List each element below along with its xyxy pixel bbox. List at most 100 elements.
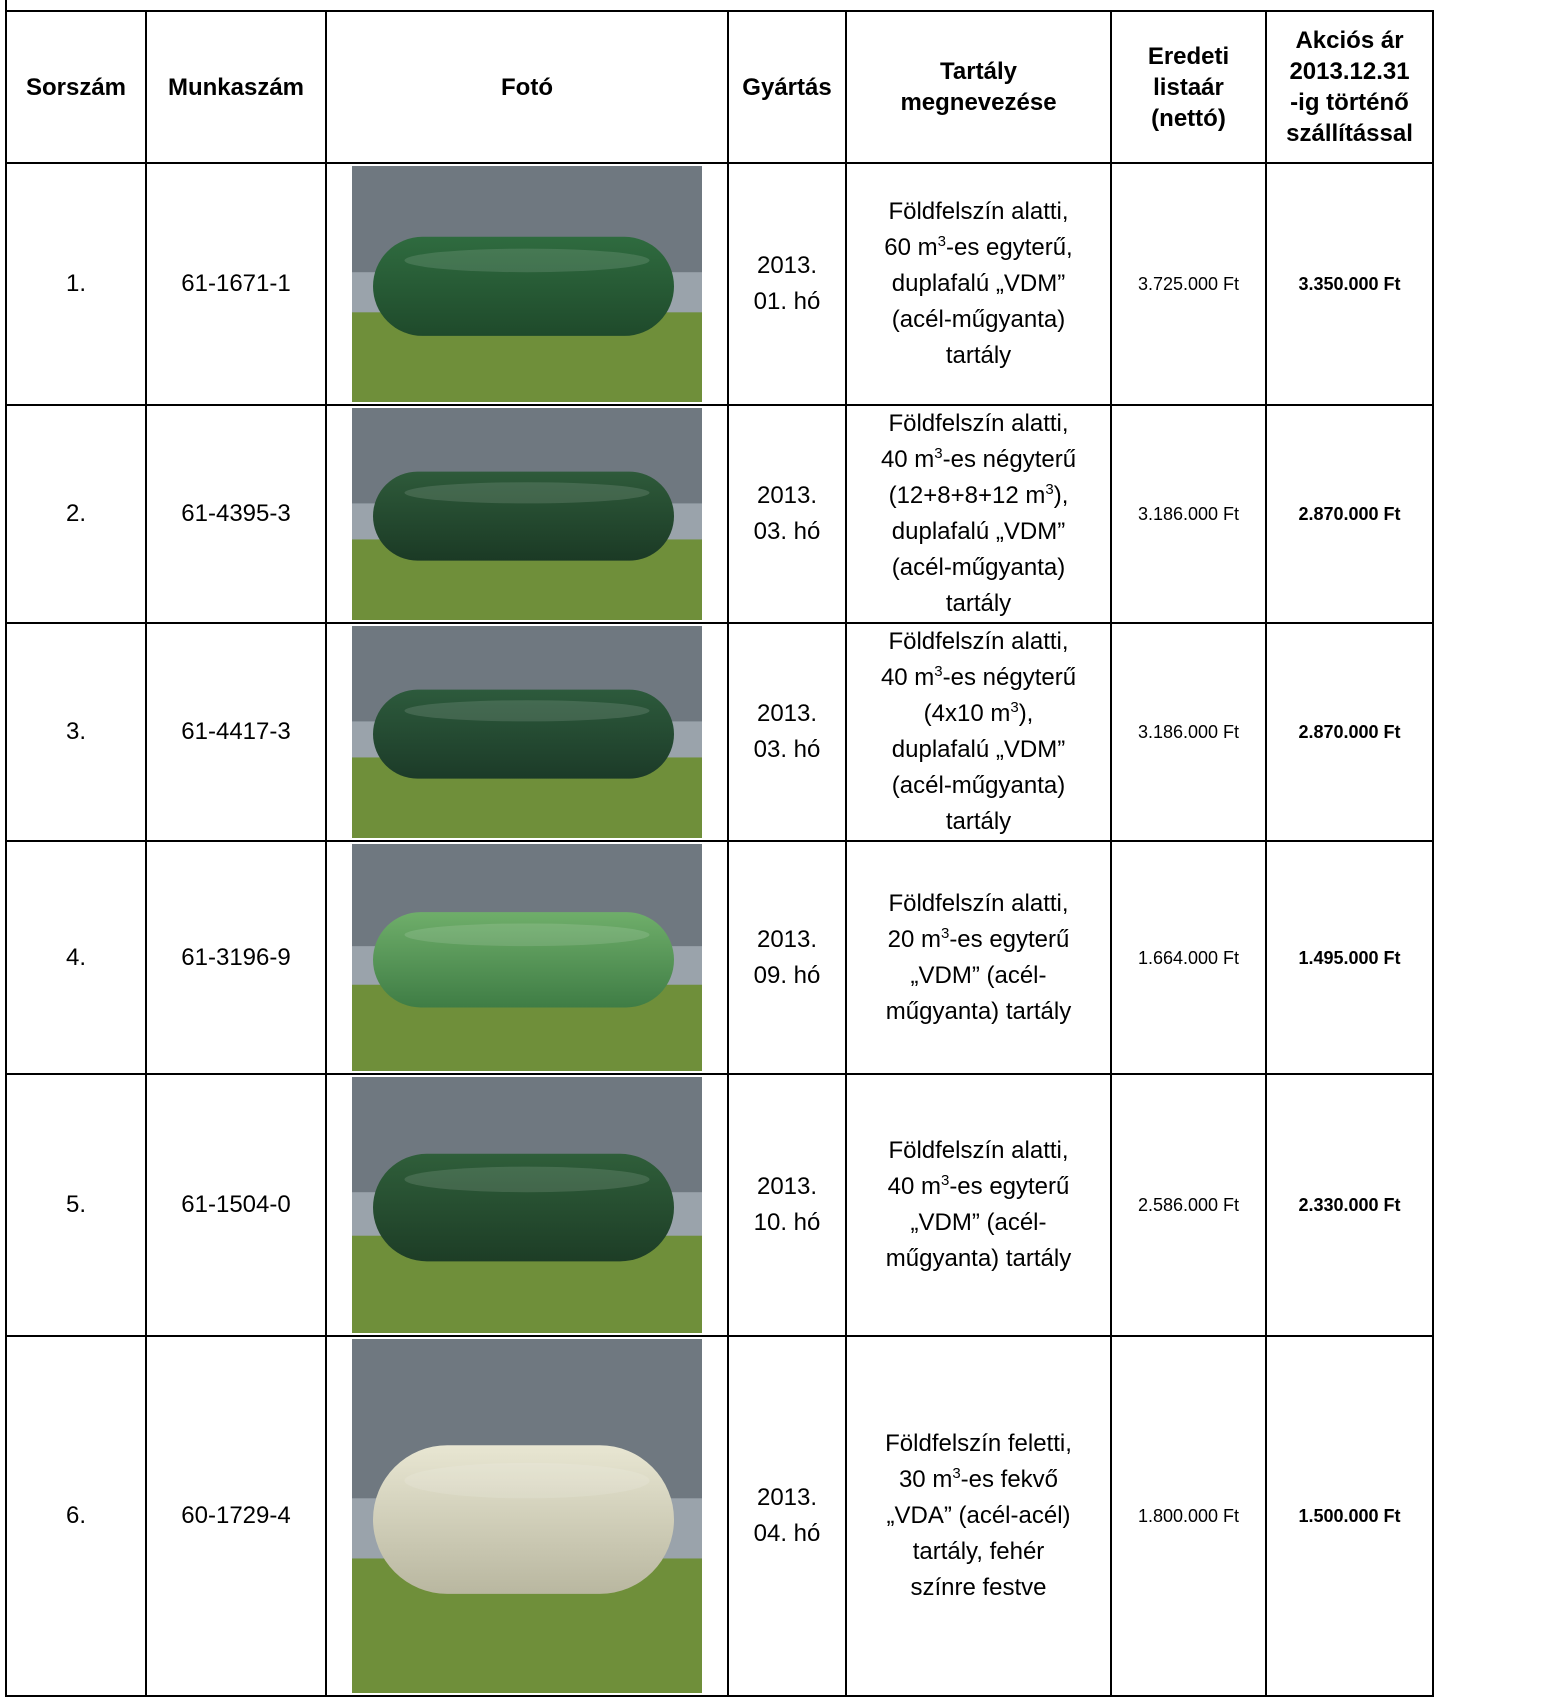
action-price: 1.495.000 Ft xyxy=(1265,840,1434,1075)
text-segment: Földfelszín alatti, xyxy=(888,410,1069,437)
text-line: (acél-műgyanta) xyxy=(847,768,1110,804)
tank-photo xyxy=(352,1077,702,1333)
job-number: 61-1671-1 xyxy=(145,162,327,406)
text-segment: duplafalú „VDM” xyxy=(891,736,1066,763)
text-line: 2013.12.31 xyxy=(1289,58,1410,85)
tank-description: Földfelszín feletti, 30 m3-es fekvő „VDA” … xyxy=(845,1335,1112,1697)
photo-cell xyxy=(325,162,729,406)
tank-photo xyxy=(352,166,702,402)
text-segment: tartály xyxy=(945,342,1012,369)
superscript: 3 xyxy=(937,233,946,250)
text-line: 60 m3-es egyterű, xyxy=(847,230,1110,266)
production-date: 2013. 10. hó xyxy=(727,1073,847,1337)
row-number: 3. xyxy=(5,622,147,842)
header-cell: Munkaszám xyxy=(145,10,327,164)
production-date: 2013. 03. hó xyxy=(727,404,847,624)
row-number: 5. xyxy=(5,1073,147,1337)
photo-cell xyxy=(325,840,729,1075)
text-line: Földfelszín alatti, xyxy=(847,886,1110,922)
text-line: duplafalú „VDM” xyxy=(847,266,1110,302)
text-line: 20 m3-es egyterű xyxy=(847,922,1110,958)
action-price: 2.330.000 Ft xyxy=(1265,1073,1434,1337)
text-line: műgyanta) tartály xyxy=(847,994,1110,1030)
text-segment: 20 m xyxy=(887,925,941,953)
text-line: műgyanta) tartály xyxy=(847,1241,1110,1277)
photo-cell xyxy=(325,1335,729,1697)
tank-description: Földfelszín alatti, 20 m3-es egyterű „VDM”… xyxy=(845,840,1112,1075)
text-line: színre festve xyxy=(847,1570,1110,1606)
text-segment: Földfelszín alatti, xyxy=(888,198,1069,225)
job-number: 61-4395-3 xyxy=(145,404,327,624)
action-price: 2.870.000 Ft xyxy=(1265,404,1434,624)
text-line: 2013. xyxy=(756,925,818,953)
text-segment: 40 m xyxy=(880,664,935,691)
text-line: Földfelszín alatti, xyxy=(847,194,1110,230)
text-line: listaár xyxy=(1153,73,1224,101)
row-number: 2. xyxy=(5,404,147,624)
border-stub xyxy=(5,0,7,10)
tank-description: Földfelszín alatti, 40 m3-es négyterű (12+… xyxy=(845,404,1112,624)
text-line: Eredeti xyxy=(1147,42,1230,70)
list-price: 3.186.000 Ft xyxy=(1110,404,1267,624)
job-number: 60-1729-4 xyxy=(145,1335,327,1697)
text-line: 40 m3-es négyterű xyxy=(847,660,1110,696)
text-segment: tartály xyxy=(945,590,1012,617)
text-line: Sorszám xyxy=(25,73,127,101)
text-segment: műgyanta) tartály xyxy=(885,997,1072,1025)
text-line: Földfelszín alatti, xyxy=(847,1133,1110,1169)
text-line: (4x10 m3), xyxy=(847,696,1110,732)
text-line: (nettó) xyxy=(1151,104,1226,132)
text-segment: műgyanta) tartály xyxy=(885,1245,1072,1272)
text-segment: (12+8+8+12 m xyxy=(888,482,1046,509)
text-segment: -es egyterű, xyxy=(945,234,1073,261)
text-line: Földfelszín alatti, xyxy=(847,406,1110,442)
text-line: Földfelszín alatti, xyxy=(847,624,1110,660)
superscript: 3 xyxy=(1010,699,1019,716)
job-number: 61-1504-0 xyxy=(145,1073,327,1337)
text-segment: „VDM” (acél- xyxy=(910,961,1047,989)
text-line: Földfelszín feletti, xyxy=(847,1426,1110,1462)
text-segment: duplafalú „VDM” xyxy=(891,270,1066,297)
tank-description: Földfelszín alatti, 60 m3-es egyterű, dupl… xyxy=(845,162,1112,406)
text-segment: Földfelszín alatti, xyxy=(888,1137,1069,1164)
row-number: 1. xyxy=(5,162,147,406)
header-cell: Eredeti listaár (nettó) xyxy=(1110,10,1267,164)
row-number: 4. xyxy=(5,840,147,1075)
list-price: 3.725.000 Ft xyxy=(1110,162,1267,406)
text-line: 40 m3-es négyterű xyxy=(847,442,1110,478)
text-line: 10. hó xyxy=(753,1209,821,1236)
header-cell: Gyártás xyxy=(727,10,847,164)
text-line: tartály, fehér xyxy=(847,1534,1110,1570)
header-row: Sorszám Munkaszám Fotó Gyártás Tartály megnev… xyxy=(5,10,1434,164)
text-line: 2013. xyxy=(756,1484,818,1511)
tank-photo xyxy=(352,1339,702,1693)
text-line: (12+8+8+12 m3), xyxy=(847,478,1110,514)
production-date: 2013. 03. hó xyxy=(727,622,847,842)
text-line: 2013. xyxy=(756,252,818,279)
tank-description: Földfelszín alatti, 40 m3-es egyterű „VDM”… xyxy=(845,1073,1112,1337)
text-segment: Földfelszín feletti, xyxy=(885,1430,1072,1457)
list-price: 1.664.000 Ft xyxy=(1110,840,1267,1075)
text-line: 2013. xyxy=(756,1173,818,1200)
superscript: 3 xyxy=(940,1172,950,1189)
list-price: 2.586.000 Ft xyxy=(1110,1073,1267,1337)
tank-photo xyxy=(352,844,702,1071)
text-segment: (acél-műgyanta) xyxy=(891,306,1066,333)
photo-cell xyxy=(325,1073,729,1337)
text-line: megnevezése xyxy=(900,89,1057,116)
action-price: 1.500.000 Ft xyxy=(1265,1335,1434,1697)
text-line: duplafalú „VDM” xyxy=(847,732,1110,768)
text-line: Munkaszám xyxy=(167,73,305,101)
production-date: 2013. 09. hó xyxy=(727,840,847,1075)
table-row: 1. 61-1671-1 2013. 01. hó Földfelszín alatti… xyxy=(5,162,1434,406)
text-line: -ig történő xyxy=(1290,89,1409,116)
text-segment: (acél-műgyanta) xyxy=(891,772,1066,799)
table-row: 6. 60-1729-4 2013. 04. hó Földfelszín felett… xyxy=(5,1335,1434,1697)
text-line: „VDM” (acél- xyxy=(847,1205,1110,1241)
text-line: tartály xyxy=(847,586,1110,622)
superscript: 3 xyxy=(934,663,943,680)
table-row: 4. 61-3196-9 2013. 09. hó Földfelszín alatti… xyxy=(5,840,1434,1075)
header-cell: Akciós ár 2013.12.31 -ig történő szállításs… xyxy=(1265,10,1434,164)
text-segment: tartály xyxy=(945,808,1012,835)
list-price: 1.800.000 Ft xyxy=(1110,1335,1267,1697)
